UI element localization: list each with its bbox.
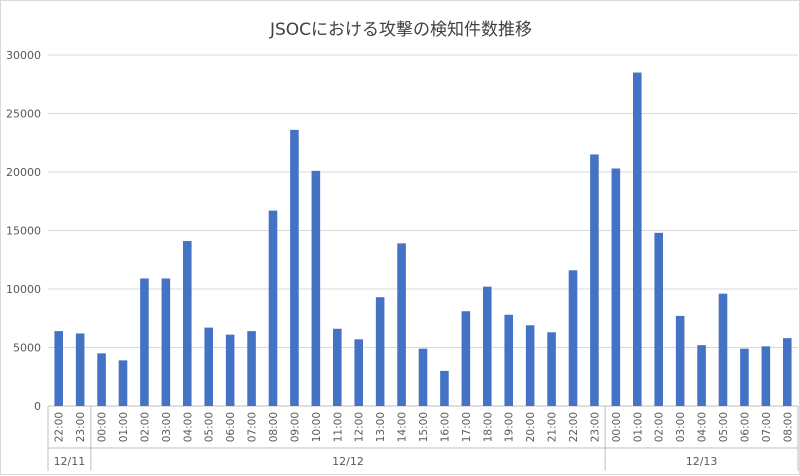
x-tick-label: 20:00: [525, 412, 537, 442]
x-tick-label: 21:00: [547, 412, 559, 442]
x-tick-label: 19:00: [504, 412, 516, 442]
chart-title: JSOCにおける攻撃の検知件数推移: [269, 20, 533, 40]
bar: [654, 232, 663, 406]
bar: [97, 353, 106, 406]
bar: [718, 293, 728, 406]
x-tick-label: 03:00: [675, 412, 687, 442]
bar: [311, 170, 321, 406]
bar: [225, 334, 235, 406]
bar: [397, 243, 406, 406]
x-tick-label: 00:00: [611, 412, 623, 442]
y-tick-label: 15000: [6, 225, 41, 238]
x-tick-label: 17:00: [461, 412, 473, 442]
x-tick-label: 03:00: [161, 412, 173, 442]
y-tick-label: 10000: [6, 283, 41, 296]
x-tick-label: 02:00: [139, 412, 151, 442]
bar: [247, 331, 256, 406]
x-tick-label: 04:00: [182, 412, 194, 442]
x-tick-label: 23:00: [589, 412, 601, 442]
x-tick-label: 10:00: [311, 412, 323, 442]
bar: [183, 241, 192, 406]
x-tick-label: 02:00: [654, 412, 666, 442]
bar: [697, 345, 706, 406]
x-tick-label: 00:00: [97, 412, 109, 442]
x-tick-label: 12:00: [354, 412, 366, 442]
x-tick-label: 14:00: [397, 412, 409, 442]
bar: [418, 348, 428, 406]
bar: [75, 333, 85, 406]
y-tick-label: 20000: [6, 166, 41, 179]
bar: [740, 348, 749, 406]
x-tick-label: 01:00: [118, 412, 130, 442]
date-group-label: 12/12: [332, 455, 364, 468]
bar: [161, 278, 171, 406]
bar: [547, 332, 556, 406]
bar: [140, 278, 149, 406]
x-tick-label: 08:00: [782, 412, 794, 442]
bar: [675, 315, 685, 406]
x-tick-label: 18:00: [482, 412, 494, 442]
bar: [761, 346, 771, 406]
bar: [483, 286, 492, 406]
x-tick-label: 07:00: [247, 412, 259, 442]
x-tick-label: 05:00: [204, 412, 216, 442]
bar: [590, 154, 599, 406]
bar: [290, 129, 299, 406]
bar: [783, 338, 792, 406]
bar: [525, 325, 535, 406]
x-tick-label: 16:00: [439, 412, 451, 442]
y-tick-label: 5000: [13, 342, 41, 355]
x-tick-label: 11:00: [332, 412, 344, 442]
bar: [611, 168, 621, 406]
x-tick-label: 05:00: [718, 412, 730, 442]
x-tick-label: 22:00: [568, 412, 580, 442]
x-tick-label: 15:00: [418, 412, 430, 442]
x-tick-label: 06:00: [739, 412, 751, 442]
bar: [268, 210, 278, 406]
bar: [204, 327, 213, 406]
bar: [440, 370, 449, 406]
x-tick-label: 13:00: [375, 412, 387, 442]
x-tick-label: 07:00: [761, 412, 773, 442]
x-tick-label: 22:00: [54, 412, 66, 442]
y-tick-label: 0: [34, 400, 41, 413]
bar: [354, 339, 363, 406]
x-tick-label: 04:00: [697, 412, 709, 442]
bar: [568, 270, 578, 406]
y-tick-label: 25000: [6, 108, 41, 121]
bar: [633, 72, 642, 407]
y-tick-label: 30000: [6, 49, 41, 62]
date-group-label: 12/13: [686, 455, 718, 468]
date-group-label: 12/11: [54, 455, 86, 468]
x-tick-label: 09:00: [289, 412, 301, 442]
bar: [504, 314, 513, 406]
bar: [375, 297, 385, 406]
bar: [118, 360, 128, 406]
x-tick-label: 06:00: [225, 412, 237, 442]
bar: [333, 328, 342, 406]
x-tick-label: 01:00: [632, 412, 644, 442]
bar: [54, 331, 63, 406]
bar: [461, 311, 471, 406]
x-tick-label: 23:00: [75, 412, 87, 442]
x-tick-label: 08:00: [268, 412, 280, 442]
